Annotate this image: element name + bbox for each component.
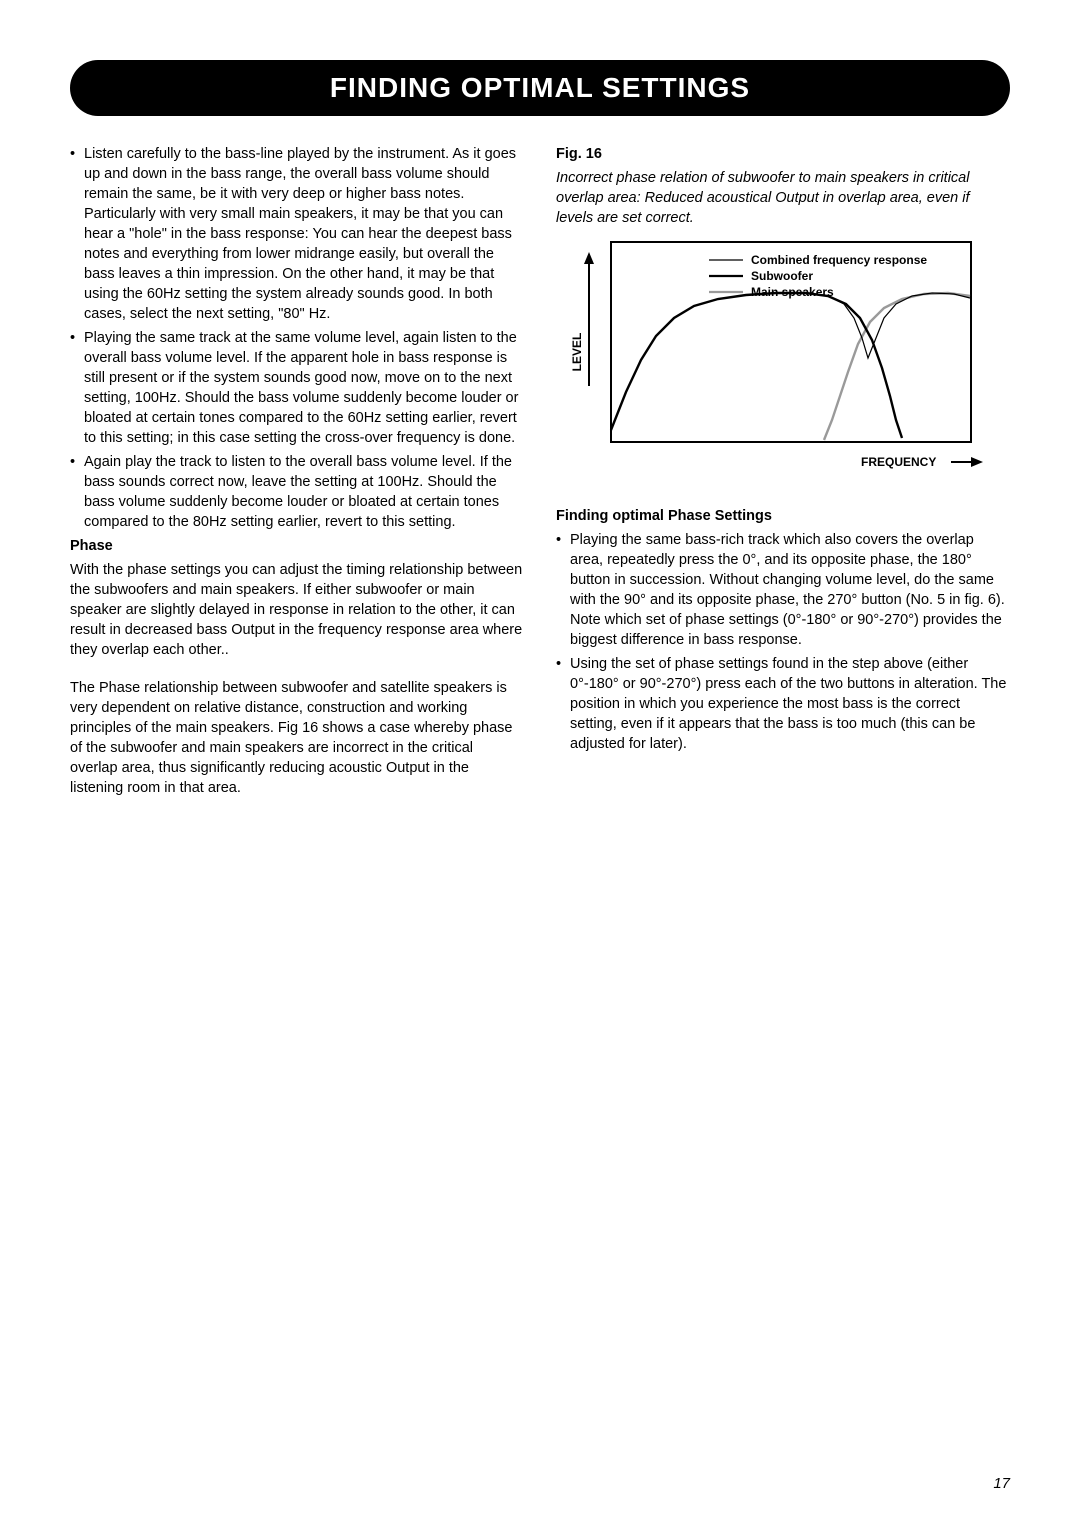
- list-item-text: Using the set of phase settings found in…: [570, 656, 1006, 752]
- svg-text:Main speakers: Main speakers: [751, 285, 834, 299]
- page-number: 17: [993, 1475, 1010, 1492]
- frequency-response-chart: LEVEL FREQUENCY Combined frequency respons…: [556, 232, 986, 482]
- phase-heading: Phase: [70, 536, 524, 556]
- manual-page: FINDING OPTIMAL SETTINGS Listen carefull…: [0, 0, 1080, 1528]
- phase-steps-list: Playing the same bass-rich track which a…: [556, 530, 1010, 754]
- list-item: Listen carefully to the bass-line played…: [70, 144, 524, 324]
- figure-label: Fig. 16: [556, 144, 1010, 164]
- right-column: Fig. 16 Incorrect phase relation of subw…: [556, 144, 1010, 802]
- crossover-steps-list: Listen carefully to the bass-line played…: [70, 144, 524, 532]
- phase-paragraph-1: With the phase settings you can adjust t…: [70, 560, 524, 660]
- list-item: Playing the same bass-rich track which a…: [556, 530, 1010, 650]
- page-title: FINDING OPTIMAL SETTINGS: [330, 72, 750, 104]
- svg-text:Combined frequency response: Combined frequency response: [751, 253, 927, 267]
- two-column-layout: Listen carefully to the bass-line played…: [70, 144, 1010, 802]
- page-title-bar: FINDING OPTIMAL SETTINGS: [70, 60, 1010, 116]
- list-item: Using the set of phase settings found in…: [556, 654, 1010, 754]
- list-item-text: Again play the track to listen to the ov…: [84, 454, 512, 530]
- svg-text:LEVEL: LEVEL: [570, 333, 584, 372]
- list-item: Again play the track to listen to the ov…: [70, 452, 524, 532]
- figure-16: LEVEL FREQUENCY Combined frequency respons…: [556, 232, 1010, 488]
- optimal-phase-heading: Finding optimal Phase Settings: [556, 506, 1010, 526]
- svg-text:FREQUENCY: FREQUENCY: [861, 455, 936, 469]
- spacer: [70, 664, 524, 674]
- phase-paragraph-2: The Phase relationship between subwoofer…: [70, 678, 524, 798]
- left-column: Listen carefully to the bass-line played…: [70, 144, 524, 802]
- list-item-text: Playing the same bass-rich track which a…: [570, 532, 1005, 648]
- list-item-text: Playing the same track at the same volum…: [84, 330, 518, 446]
- list-item: Playing the same track at the same volum…: [70, 328, 524, 448]
- figure-caption: Incorrect phase relation of subwoofer to…: [556, 168, 1010, 228]
- list-item-text: Listen carefully to the bass-line played…: [84, 146, 516, 322]
- svg-text:Subwoofer: Subwoofer: [751, 269, 813, 283]
